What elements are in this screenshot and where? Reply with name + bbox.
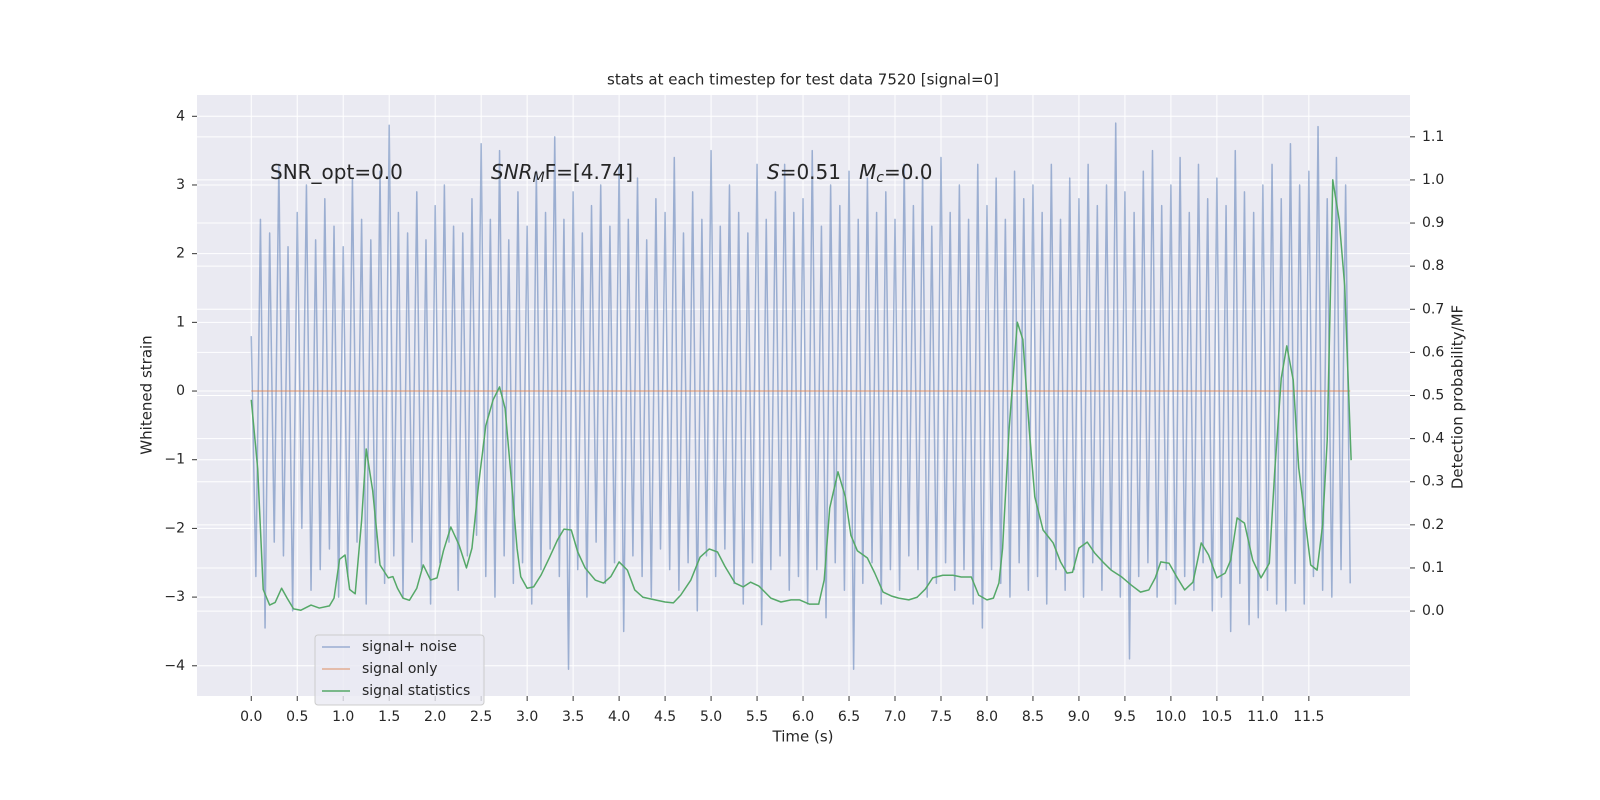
x-tick-label: 7.0 <box>884 709 906 725</box>
x-tick-label: 1.0 <box>332 709 354 725</box>
y-tick-label: 2 <box>176 246 185 262</box>
x-tick-label: 8.5 <box>1022 709 1044 725</box>
x-tick-label: 10.0 <box>1155 709 1186 725</box>
y-tick-label: 0 <box>176 383 185 399</box>
x-axis-label: Time (s) <box>772 728 834 746</box>
marks <box>250 122 1352 670</box>
y2-tick-label: 1.1 <box>1422 129 1444 145</box>
x-tick-label: 3.5 <box>562 709 584 725</box>
y-tick-label: −4 <box>164 658 185 674</box>
y-tick-label: 3 <box>176 177 185 193</box>
annotation: SNR_opt=0.0 <box>270 160 403 184</box>
y2-tick-label: 0.8 <box>1422 258 1444 274</box>
y-tick-label: 1 <box>176 314 185 330</box>
x-tick-label: 11.5 <box>1293 709 1324 725</box>
legend-label: signal only <box>362 661 437 677</box>
y2-tick-label: 0.0 <box>1422 603 1444 619</box>
y-tick-label: −1 <box>164 452 185 468</box>
annotation-text: =0.0 <box>884 160 933 184</box>
x-tick-label: 4.5 <box>654 709 676 725</box>
x-tick-label: 6.0 <box>792 709 814 725</box>
annotation-sub: M <box>533 170 545 186</box>
x-tick-label: 8.0 <box>976 709 998 725</box>
annotation: SNRMF=[4.74] <box>491 160 633 187</box>
x-tick-label: 10.5 <box>1201 709 1232 725</box>
x-tick-label: 4.0 <box>608 709 630 725</box>
x-tick-label: 2.0 <box>424 709 446 725</box>
x-tick-label: 9.5 <box>1114 709 1136 725</box>
y2-tick-label: 0.7 <box>1422 301 1444 317</box>
y2-axis-label: Detection probability/MF <box>1449 305 1467 489</box>
x-tick-label: 5.0 <box>700 709 722 725</box>
x-tick-label: 6.5 <box>838 709 860 725</box>
y2-tick-label: 0.2 <box>1422 517 1444 533</box>
y2-tick-label: 0.4 <box>1422 431 1444 447</box>
chart-title: stats at each timestep for test data 752… <box>607 71 999 89</box>
y-tick-label: −3 <box>164 589 185 605</box>
y2-tick-label: 0.5 <box>1422 388 1444 404</box>
y-axis-label: Whitened strain <box>138 335 156 454</box>
y2-tick-label: 0.6 <box>1422 344 1444 360</box>
y2-tick-label: 1.0 <box>1422 172 1444 188</box>
annotation-text: F=[4.74] <box>545 160 633 184</box>
x-tick-label: 1.5 <box>378 709 400 725</box>
annotation-text: =0.51 <box>780 160 841 184</box>
annotation: S=0.51 <box>767 160 841 184</box>
y2-tick-label: 0.3 <box>1422 474 1444 490</box>
series-line <box>250 179 1352 611</box>
x-tick-label: 2.5 <box>470 709 492 725</box>
y2-tick-label: 0.9 <box>1422 215 1444 231</box>
annotation: Mc=0.0 <box>859 160 933 187</box>
y-tick-label: −2 <box>164 520 185 536</box>
legend-label: signal statistics <box>362 683 470 699</box>
x-tick-label: 0.0 <box>240 709 262 725</box>
annotation-italic: M <box>859 160 876 184</box>
y2-tick-label: 0.1 <box>1422 560 1444 576</box>
x-tick-label: 7.5 <box>930 709 952 725</box>
annotation-text: SNR_opt=0.0 <box>270 160 403 184</box>
annotation-sub: c <box>876 170 884 186</box>
legend-box <box>314 634 485 706</box>
legend: signal+ noise signal only signal statistic… <box>314 634 485 706</box>
annotation-italic: S <box>767 160 780 184</box>
axes: 0.0 0.5 1.0 1.5 2.0 2.5 3.0 3.5 4.0 4.5 5.0 5.5 6.0 6… <box>164 108 1444 725</box>
x-tick-label: 3.0 <box>516 709 538 725</box>
series-line <box>250 122 1351 670</box>
legend-label: signal+ noise <box>362 639 457 655</box>
x-tick-label: 0.5 <box>286 709 308 725</box>
x-tick-label: 9.0 <box>1068 709 1090 725</box>
y-tick-label: 4 <box>176 108 185 124</box>
x-tick-label: 11.0 <box>1247 709 1278 725</box>
annotation-italic: SNR <box>491 160 533 184</box>
x-tick-label: 5.5 <box>746 709 768 725</box>
